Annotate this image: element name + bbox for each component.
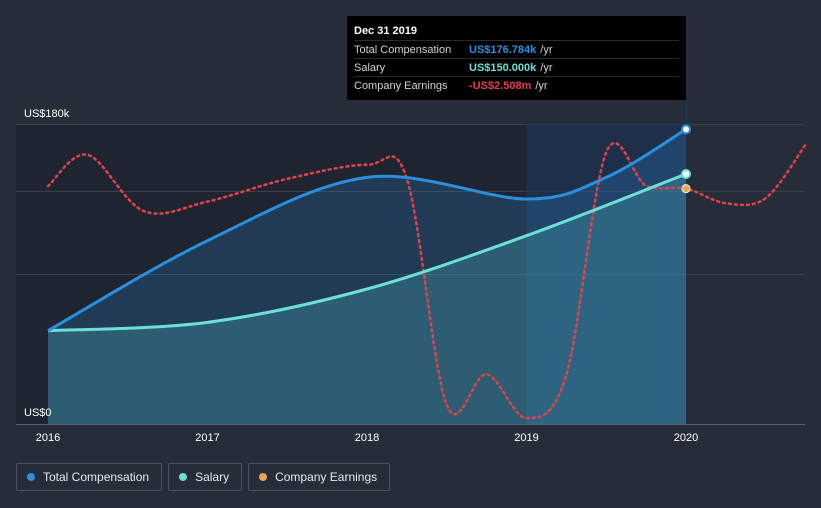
salary-marker [681, 169, 691, 179]
tooltip-label: Total Compensation [354, 43, 452, 56]
legend-item-company-earnings[interactable]: Company Earnings [248, 463, 391, 491]
legend-dot-icon [259, 473, 268, 481]
tooltip: Dec 31 2019 Total Compensation US$176.78… [347, 16, 686, 100]
tooltip-value: US$150.000k [469, 61, 537, 74]
x-tick-label: 2018 [355, 432, 379, 444]
tooltip-row-total: Total Compensation US$176.784k /yr [354, 40, 679, 58]
company-earnings-marker [681, 184, 691, 194]
tooltip-unit: /yr [540, 43, 553, 56]
tooltip-value: -US$2.508m [469, 79, 532, 92]
tooltip-title: Dec 31 2019 [354, 25, 417, 37]
tooltip-label: Company Earnings [354, 79, 448, 92]
x-tick-label: 2016 [36, 432, 60, 444]
salary-line [47, 172, 687, 333]
y-tick-label: US$180k [24, 108, 70, 120]
tooltip-unit: /yr [535, 79, 548, 92]
tooltip-unit: /yr [540, 61, 553, 74]
marker-layer [681, 124, 691, 194]
legend-dot-icon [27, 473, 35, 481]
total-compensation-area [48, 129, 686, 425]
total-compensation-line [47, 128, 687, 332]
x-tick-label: 2019 [514, 432, 538, 444]
x-tick-label: 2020 [674, 432, 698, 444]
legend-label: Total Compensation [43, 470, 150, 484]
legend-label: Salary [195, 470, 230, 484]
legend-item-total-compensation[interactable]: Total Compensation [16, 463, 163, 491]
total-compensation-marker [681, 124, 691, 135]
tooltip-row-salary: Salary US$150.000k /yr [354, 58, 679, 76]
tooltip-row-earnings: Company Earnings -US$2.508m /yr [354, 76, 679, 94]
x-tick-label: 2017 [195, 432, 219, 444]
tooltip-value: US$176.784k [469, 43, 537, 56]
legend: Total Compensation Salary Company Earnin… [16, 463, 391, 491]
legend-item-salary[interactable]: Salary [168, 463, 243, 491]
y-tick-label: US$0 [24, 407, 52, 419]
axis-layer: US$180k US$0 2016 2017 2018 2019 2020 [16, 100, 805, 444]
highlight-band [526, 124, 686, 424]
highlight-layer [526, 124, 686, 424]
tooltip-label: Salary [354, 61, 386, 74]
legend-label: Company Earnings [275, 470, 378, 484]
legend-dot-icon [179, 473, 188, 481]
